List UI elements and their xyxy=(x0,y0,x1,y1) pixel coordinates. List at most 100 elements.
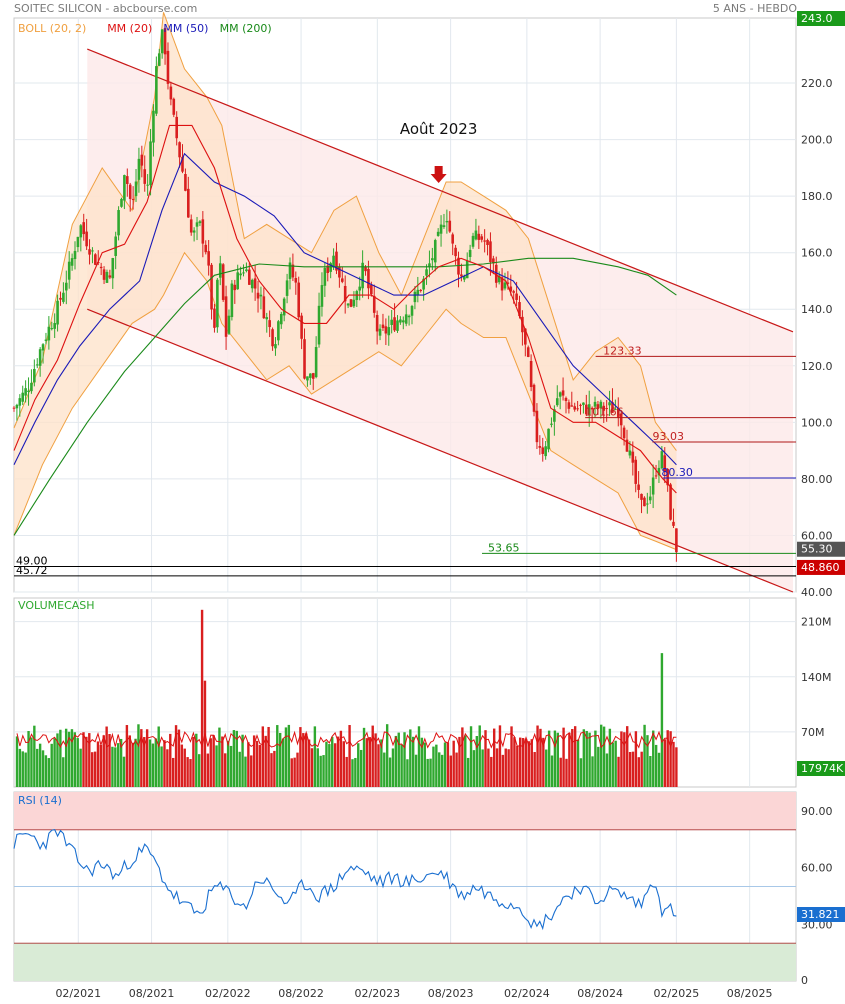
candle-body xyxy=(480,236,484,240)
candle-body xyxy=(422,278,425,290)
candle-body xyxy=(166,50,170,84)
volume-bar xyxy=(412,736,415,787)
volume-bar xyxy=(458,736,461,787)
y-tick-label: 210M xyxy=(801,616,832,629)
candle-body xyxy=(335,251,338,271)
volume-bar xyxy=(414,754,418,787)
volume-bar xyxy=(270,753,273,787)
volume-bar xyxy=(594,730,597,787)
candle-body xyxy=(114,236,117,256)
candle-body xyxy=(585,404,588,415)
level-label: 93.03 xyxy=(652,430,684,443)
candle-body xyxy=(599,401,603,408)
candle-body xyxy=(38,349,42,366)
candle-body xyxy=(625,439,629,452)
volume-bar xyxy=(131,742,134,787)
volume-bar xyxy=(21,751,24,787)
volume-bar xyxy=(539,728,542,787)
candle-body xyxy=(413,291,417,303)
candle-body xyxy=(384,326,388,334)
price-tag xyxy=(797,11,845,26)
volume-bar xyxy=(568,732,571,787)
candle-body xyxy=(445,221,449,223)
candle-body xyxy=(401,320,405,323)
candle-body xyxy=(207,251,210,266)
volume-bar xyxy=(36,748,39,787)
candle-body xyxy=(35,364,39,366)
volume-bar xyxy=(345,756,348,787)
candle-body xyxy=(332,255,335,267)
volume-bar xyxy=(406,759,409,787)
volume-bar xyxy=(287,724,291,787)
volume-bar xyxy=(218,727,221,787)
volume-bar xyxy=(571,728,574,787)
volume-bar xyxy=(117,743,120,787)
volume-bar xyxy=(215,745,218,787)
candle-body xyxy=(512,291,515,293)
volume-bar xyxy=(481,749,484,787)
candle-body xyxy=(149,141,152,186)
volume-bar xyxy=(221,736,224,787)
candle-body xyxy=(27,390,30,393)
y-tick-label: 220.0 xyxy=(801,77,833,90)
candle-body xyxy=(131,198,135,201)
volume-bar xyxy=(640,751,643,787)
x-tick-label: 02/2024 xyxy=(504,987,550,1000)
volume-bar xyxy=(559,757,562,787)
volume-bar xyxy=(27,731,30,787)
x-tick-label: 02/2023 xyxy=(354,987,400,1000)
candle-body xyxy=(303,339,306,379)
candle-body xyxy=(181,156,184,172)
volume-bar xyxy=(18,748,22,787)
volume-bar xyxy=(634,731,638,787)
x-tick-label: 08/2022 xyxy=(278,987,324,1000)
volume-bar xyxy=(490,756,493,787)
candle-body xyxy=(79,225,83,238)
volume-bar xyxy=(163,740,166,787)
candle-body xyxy=(390,319,393,325)
volume-bar xyxy=(169,733,172,787)
x-tick-label: 02/2025 xyxy=(654,987,700,1000)
volume-bar xyxy=(461,727,464,787)
volume-bar xyxy=(652,730,655,787)
volume-bar xyxy=(183,748,186,787)
legend-item: BOLL (20, 2) xyxy=(18,22,86,35)
volume-bar xyxy=(302,733,305,787)
volume-bar xyxy=(631,751,635,787)
volume-bar xyxy=(90,752,94,787)
volume-bar xyxy=(293,757,296,787)
volume-bar xyxy=(397,732,400,787)
candle-body xyxy=(596,404,600,409)
volume-bar xyxy=(388,757,392,787)
volume-bar xyxy=(553,730,557,787)
candle-body xyxy=(428,263,431,268)
candle-body xyxy=(614,408,617,410)
volume-bar xyxy=(617,756,620,787)
volume-bar xyxy=(238,751,241,787)
volume-bar xyxy=(391,748,395,787)
candle-body xyxy=(184,174,187,191)
candle-body xyxy=(509,286,513,292)
candle-body xyxy=(590,407,594,410)
volume-bar xyxy=(400,744,403,787)
volume-bar xyxy=(464,735,467,787)
volume-bar xyxy=(96,741,100,787)
rsi-overbought-zone xyxy=(14,792,796,830)
candle-body xyxy=(416,289,420,295)
y-tick-label: 90.00 xyxy=(801,805,833,818)
volume-bar xyxy=(128,735,131,787)
candle-body xyxy=(56,300,59,325)
volume-bar xyxy=(623,732,626,787)
candle-body xyxy=(407,315,411,318)
volume-bar xyxy=(643,724,646,787)
candle-body xyxy=(297,282,301,318)
candle-body xyxy=(431,258,434,261)
volume-bar xyxy=(432,746,435,787)
candle-body xyxy=(62,292,65,302)
volume-bar xyxy=(374,733,377,787)
legend-item: MM (50) xyxy=(163,22,208,35)
volume-bar xyxy=(339,730,343,787)
candle-body xyxy=(666,468,669,486)
volume-bar xyxy=(478,725,481,787)
candle-body xyxy=(265,317,269,320)
